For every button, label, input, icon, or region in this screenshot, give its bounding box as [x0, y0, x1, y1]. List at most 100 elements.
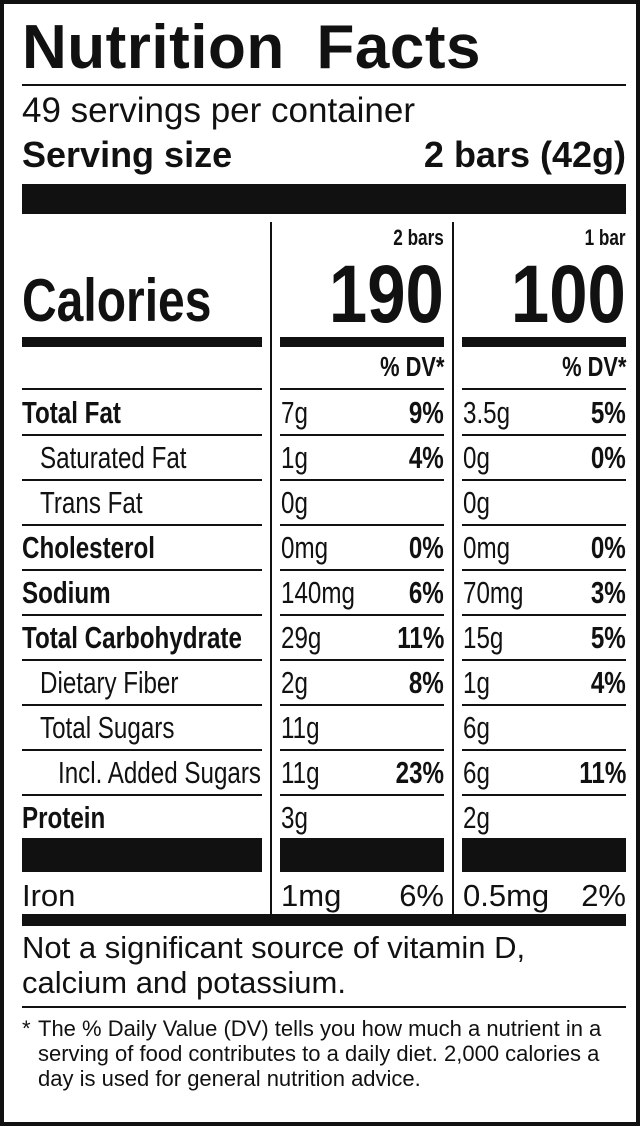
row-rule: [462, 659, 626, 661]
nutrient-dv: 4%: [526, 666, 626, 700]
nutrient-dv-text: 0%: [409, 530, 444, 565]
nutrient-dv: 2%: [581, 878, 626, 913]
title-rule: [22, 84, 626, 86]
nutrient-dv-text: 23%: [395, 755, 444, 790]
nutrient-amount-text: 0g: [463, 440, 490, 475]
nutrient-amount: 1g: [463, 666, 497, 700]
nutrient-row: Sodium 140mg 6% 70mg 3%: [4, 570, 640, 615]
row-rule: [280, 524, 444, 526]
row-rule: [280, 434, 444, 436]
nutrient-dv: 11%: [344, 621, 444, 655]
nutrient-dv-text: 8%: [409, 665, 444, 700]
row-rule: [280, 614, 444, 616]
calories-label: Calories: [22, 267, 212, 334]
row-rule: [462, 434, 626, 436]
nutrient-amount: 0mg: [281, 531, 341, 565]
footnote-text: The % Daily Value (DV) tells you how muc…: [38, 1016, 602, 1091]
nutrient-name-text: Incl. Added Sugars: [58, 755, 261, 790]
nutrient-dv-text: 0%: [591, 530, 626, 565]
nutrient-row: Incl. Added Sugars 11g 23% 6g 11%: [4, 750, 640, 795]
nutrient-amount: 3g: [281, 801, 315, 835]
nutrient-name-text: Trans Fat: [40, 485, 143, 520]
nutrient-dv: 4%: [344, 441, 444, 475]
nutrient-amount: 1g: [281, 441, 315, 475]
nutrient-amount-text: 1g: [281, 440, 308, 475]
nutrient-amount-text: 0mg: [281, 530, 329, 565]
nutrient-name-text: Dietary Fiber: [40, 665, 179, 700]
nutrient-dv: 23%: [344, 756, 444, 790]
nutrient-amount-text: 140mg: [281, 575, 355, 610]
nutrient-amount-text: 3g: [281, 800, 308, 835]
nutrient-amount: 0g: [463, 486, 497, 520]
footnote-rule: [22, 1006, 626, 1008]
nutrient-dv-text: 0%: [591, 440, 626, 475]
not-significant-note: Not a significant source of vitamin D, c…: [22, 930, 526, 1000]
nutrient-name: Total Carbohydrate: [22, 621, 304, 655]
row-rule: [462, 388, 626, 390]
nutrient-dv: 9%: [344, 396, 444, 430]
nutrient-dv-text: 4%: [591, 665, 626, 700]
nutrient-dv-text: 6%: [409, 575, 444, 610]
serving-size-label: Serving size: [22, 134, 233, 175]
nutrient-amount: 0g: [281, 486, 315, 520]
nutrient-name-text: Total Fat: [22, 395, 121, 430]
nutrient-name: Cholesterol: [22, 531, 193, 565]
nutrient-dv: [344, 801, 444, 835]
nutrient-dv: 3%: [526, 576, 626, 610]
column-divider-2: [452, 222, 454, 914]
nutrient-amount: 6g: [463, 756, 497, 790]
nutrient-amount-text: 2g: [281, 665, 308, 700]
nutrient-amount-text: 29g: [281, 620, 322, 655]
calories-rule-left: [22, 337, 262, 347]
dv-header-2-bars: % DV*: [379, 351, 444, 382]
nutrient-name: Total Fat: [22, 396, 149, 430]
nutrient-amount: 0.5mg: [463, 878, 550, 913]
nutrient-row: Total Fat 7g 9% 3.5g 5%: [4, 390, 640, 435]
nutrient-amount: 140mg: [281, 576, 376, 610]
nutrient-dv-text: 11%: [578, 755, 626, 790]
thick-bar-bottom: [22, 914, 626, 926]
nutrient-amount: 70mg: [463, 576, 541, 610]
nutrient-dv-text: 11%: [396, 620, 444, 655]
daily-value-footnote: * The % Daily Value (DV) tells you how m…: [22, 1016, 612, 1091]
nutrient-dv: 6%: [344, 576, 444, 610]
calories-value-1-bar: 100: [511, 249, 626, 340]
nutrient-amount-text: 2g: [463, 800, 490, 835]
row-rule: [462, 749, 626, 751]
calories-rule-mid: [280, 337, 444, 347]
nutrient-amount: 0mg: [463, 531, 523, 565]
row-rule: [280, 479, 444, 481]
nutrient-dv: 8%: [344, 666, 444, 700]
column-header-2-bars: 2 bars: [393, 225, 444, 250]
nutrient-row: Cholesterol 0mg 0% 0mg 0%: [4, 525, 640, 570]
nutrient-amount: 6g: [463, 711, 497, 745]
row-rule: [462, 794, 626, 796]
nutrient-amount: 11g: [281, 711, 330, 745]
nutrient-dv: [526, 711, 626, 745]
nutrient-name: Total Sugars: [40, 711, 212, 745]
nutrient-name-text: Sodium: [22, 575, 111, 610]
nutrient-name-text: Cholesterol: [22, 530, 156, 565]
row-rule: [22, 614, 262, 616]
thick-bar-left: [22, 838, 262, 872]
nutrient-dv-text: 9%: [409, 395, 444, 430]
row-rule: [280, 659, 444, 661]
serving-size-value: 2 bars (42g): [423, 134, 626, 175]
nutrient-dv: 0%: [344, 531, 444, 565]
nutrient-name: Incl. Added Sugars: [58, 756, 318, 790]
nutrient-name-text: Protein: [22, 800, 106, 835]
nutrient-row: Trans Fat 0g 0g: [4, 480, 640, 525]
row-rule: [22, 749, 262, 751]
nutrient-amount: 15g: [463, 621, 515, 655]
row-rule: [22, 524, 262, 526]
nutrient-name-text: Total Sugars: [40, 710, 175, 745]
nutrient-dv-text: 3%: [591, 575, 626, 610]
nutrient-dv: 5%: [526, 396, 626, 430]
row-rule: [462, 524, 626, 526]
nutrient-name: Iron: [22, 878, 76, 913]
nutrient-dv: [344, 711, 444, 745]
nutrient-amount-text: 0g: [281, 485, 308, 520]
nutrient-amount: 2g: [281, 666, 315, 700]
nutrient-amount-text: 11g: [281, 710, 320, 745]
nutrient-row-iron: Iron 1mg 6% 0.5mg 2%: [4, 872, 640, 917]
